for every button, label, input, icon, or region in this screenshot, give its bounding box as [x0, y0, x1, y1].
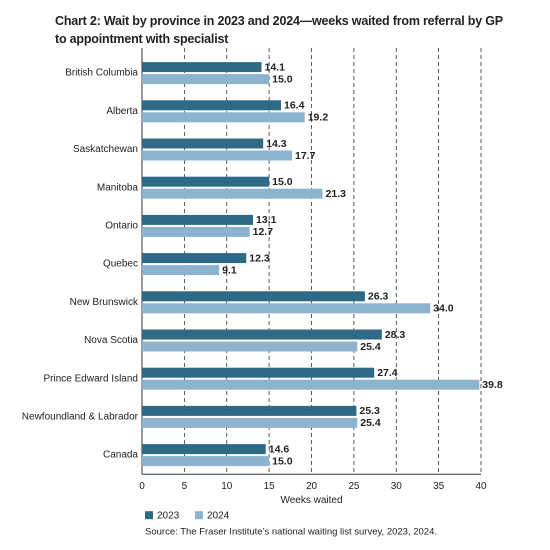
value-label: 25.4	[360, 341, 381, 353]
bar	[142, 265, 220, 276]
legend-label: 2023	[157, 510, 180, 521]
bar	[142, 188, 323, 199]
value-label: 15.0	[272, 176, 293, 188]
y-tick-label: Quebec	[103, 259, 138, 270]
value-label: 15.0	[272, 455, 293, 467]
value-label: 27.4	[377, 367, 398, 379]
value-label: 12.3	[249, 252, 270, 264]
value-label: 14.3	[266, 138, 287, 150]
bar	[142, 367, 375, 378]
y-tick-label: Ontario	[105, 221, 138, 232]
y-tick-label: Manitoba	[97, 182, 139, 193]
bar	[142, 62, 262, 73]
bar	[142, 253, 247, 264]
bar	[142, 291, 365, 302]
y-tick-label: Alberta	[106, 106, 138, 117]
bar	[142, 341, 358, 352]
bar	[142, 138, 264, 149]
bar	[142, 417, 358, 428]
value-label: 14.6	[269, 443, 290, 455]
value-label: 13.1	[256, 214, 277, 226]
x-tick-label: 30	[391, 481, 403, 492]
value-label: 25.4	[360, 417, 381, 429]
x-tick-label: 25	[348, 481, 360, 492]
bar	[142, 379, 480, 390]
y-tick-label: New Brunswick	[70, 297, 139, 308]
value-label: 15.0	[272, 73, 293, 85]
value-label: 17.7	[295, 150, 316, 162]
bar	[142, 329, 382, 340]
bar	[142, 150, 293, 161]
bar	[142, 226, 250, 237]
legend-swatch	[195, 511, 203, 520]
y-tick-label: British Columbia	[65, 68, 138, 79]
value-label: 14.1	[264, 61, 285, 73]
bar	[142, 100, 281, 111]
value-label: 19.2	[308, 112, 329, 124]
value-label: 26.3	[368, 291, 389, 303]
bar	[142, 303, 431, 314]
x-tick-label: 5	[182, 481, 188, 492]
y-tick-label: Canada	[103, 450, 138, 461]
value-label: 9.1	[222, 264, 237, 276]
x-tick-label: 35	[433, 481, 445, 492]
x-axis-title: Weeks waited	[280, 495, 342, 506]
bar	[142, 112, 305, 123]
value-label: 21.3	[326, 188, 347, 200]
value-label: 34.0	[433, 303, 454, 315]
y-tick-label: Newfoundland & Labrador	[22, 412, 139, 423]
source-note: Source: The Fraser Institute’s national …	[145, 527, 437, 538]
value-label: 28.3	[385, 329, 406, 341]
y-tick-label: Saskatchewan	[73, 144, 138, 155]
bar	[142, 74, 270, 85]
y-tick-label: Nova Scotia	[84, 335, 138, 346]
x-tick-label: 40	[475, 481, 487, 492]
bar	[142, 456, 270, 467]
x-tick-label: 15	[264, 481, 276, 492]
value-label: 12.7	[253, 226, 274, 238]
x-tick-label: 10	[221, 481, 233, 492]
bar	[142, 405, 357, 416]
bar	[142, 214, 254, 225]
x-tick-label: 0	[139, 481, 145, 492]
legend-swatch	[145, 511, 153, 520]
x-tick-label: 20	[306, 481, 318, 492]
value-label: 39.8	[482, 379, 503, 391]
bar	[142, 176, 270, 187]
chart-title: Chart 2: Wait by province in 2023 and 20…	[55, 14, 503, 46]
y-tick-label: Prince Edward Island	[44, 373, 139, 384]
bar	[142, 444, 266, 455]
value-label: 25.3	[359, 405, 380, 417]
value-label: 16.4	[284, 100, 305, 112]
legend-label: 2024	[207, 510, 230, 521]
